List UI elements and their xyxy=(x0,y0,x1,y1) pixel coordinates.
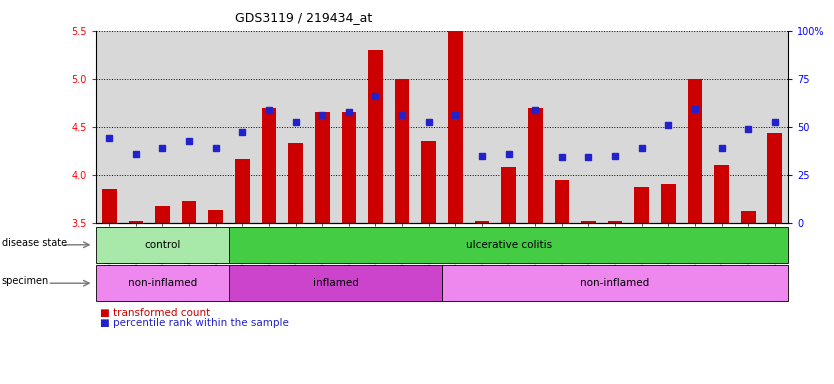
Bar xyxy=(501,167,516,223)
Bar xyxy=(315,112,329,223)
Bar xyxy=(102,189,117,223)
Bar xyxy=(661,184,676,223)
Text: ■ transformed count: ■ transformed count xyxy=(100,308,210,318)
Bar xyxy=(208,210,223,223)
Text: non-inflamed: non-inflamed xyxy=(128,278,197,288)
Bar xyxy=(687,79,702,223)
Bar xyxy=(394,79,409,223)
Bar xyxy=(581,221,595,223)
Bar xyxy=(368,50,383,223)
Text: GDS3119 / 219434_at: GDS3119 / 219434_at xyxy=(235,12,372,25)
Bar xyxy=(714,165,729,223)
Bar xyxy=(555,179,569,223)
Bar xyxy=(635,187,649,223)
Bar xyxy=(262,108,276,223)
Bar xyxy=(155,207,170,223)
Bar xyxy=(289,143,303,223)
Bar xyxy=(235,159,249,223)
Text: inflamed: inflamed xyxy=(313,278,359,288)
Bar xyxy=(528,108,543,223)
Text: specimen: specimen xyxy=(2,276,49,286)
Text: ■ percentile rank within the sample: ■ percentile rank within the sample xyxy=(100,318,289,328)
Bar xyxy=(182,200,197,223)
Text: disease state: disease state xyxy=(2,238,67,248)
Text: ulcerative colitis: ulcerative colitis xyxy=(465,240,551,250)
Bar xyxy=(448,31,463,223)
Bar xyxy=(767,134,782,223)
Bar xyxy=(341,112,356,223)
Text: control: control xyxy=(144,240,181,250)
Bar xyxy=(421,141,436,223)
Bar xyxy=(475,221,490,223)
Bar xyxy=(608,221,622,223)
Bar xyxy=(741,211,756,223)
Bar xyxy=(128,221,143,223)
Text: non-inflamed: non-inflamed xyxy=(580,278,650,288)
